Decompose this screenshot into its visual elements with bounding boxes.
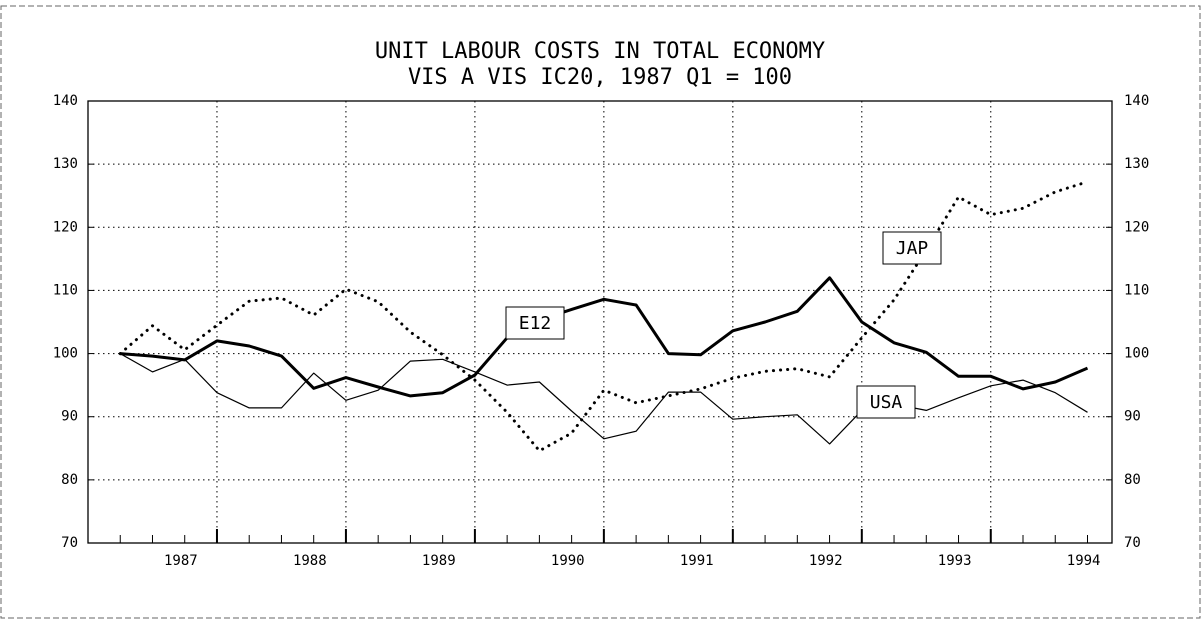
y2-tick-label: 100 — [1124, 346, 1149, 362]
series-label-box — [505, 306, 565, 340]
plot-frame — [87, 100, 1113, 544]
x-tick-label: 1987 — [164, 553, 198, 569]
y-tick-label: 130 — [53, 156, 78, 172]
y-tick-label: 90 — [61, 409, 78, 425]
y-tick-label: 100 — [53, 346, 78, 362]
x-tick-label: 1993 — [938, 553, 972, 569]
y2-tick-label: 120 — [1124, 219, 1149, 235]
x-tick-label: 1992 — [809, 553, 843, 569]
series-label: USA — [870, 392, 903, 413]
y2-tick-label: 130 — [1124, 156, 1149, 172]
series-line — [120, 276, 1089, 398]
x-tick-label: 1991 — [680, 553, 714, 569]
y-tick-label: 70 — [61, 535, 78, 551]
frame — [0, 5, 1201, 619]
series-label: JAP — [896, 238, 929, 259]
y-tick-label: 80 — [61, 472, 78, 488]
y2-tick-label: 140 — [1124, 93, 1149, 109]
x-tick-label: 1994 — [1067, 553, 1101, 569]
y2-tick-label: 70 — [1124, 535, 1141, 551]
series-line — [119, 353, 1088, 445]
series-label-box — [856, 385, 916, 419]
chart-title: UNIT LABOUR COSTS IN TOTAL ECONOMY — [375, 39, 825, 64]
chart-subtitle: VIS A VIS IC20, 1987 Q1 = 100 — [408, 65, 792, 90]
y-tick-label: 120 — [53, 219, 78, 235]
y2-tick-label: 80 — [1124, 472, 1141, 488]
series-label: E12 — [519, 313, 552, 334]
x-tick-label: 1988 — [293, 553, 327, 569]
y-tick-label: 110 — [53, 282, 78, 298]
x-tick-label: 1989 — [422, 553, 456, 569]
x-tick-label: 1990 — [551, 553, 585, 569]
y-tick-label: 140 — [53, 93, 78, 109]
y2-tick-label: 90 — [1124, 409, 1141, 425]
y2-tick-label: 110 — [1124, 282, 1149, 298]
series-label-box — [882, 231, 942, 265]
